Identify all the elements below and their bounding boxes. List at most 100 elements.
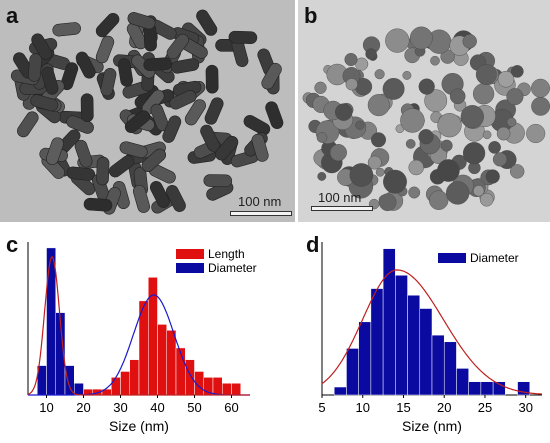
nanoparticle: [479, 192, 494, 207]
nanoparticle: [496, 126, 511, 141]
nanorod: [17, 111, 39, 138]
x-tick-label: 25: [478, 400, 492, 415]
x-tick-label: 10: [39, 400, 53, 415]
nanorod: [228, 30, 258, 44]
nanoparticle: [316, 132, 328, 143]
nanorod: [52, 22, 81, 37]
x-axis-label: Size (nm): [109, 418, 169, 434]
panel-label-a: a: [6, 3, 19, 28]
histogram-bar: [443, 341, 457, 396]
x-tick-label: 30: [518, 400, 532, 415]
nanoparticle: [509, 164, 525, 179]
nanorod: [75, 51, 96, 79]
histogram-bar: [231, 382, 241, 396]
histogram-bar: [74, 382, 84, 396]
nanoparticle: [437, 159, 460, 182]
nanoparticle: [383, 169, 407, 194]
nanorods-micrograph: [10, 9, 284, 215]
nanoparticle: [460, 105, 484, 129]
nanoparticle: [355, 120, 365, 130]
nanorod: [265, 101, 284, 130]
nanorod: [28, 53, 42, 82]
nanorod: [127, 12, 156, 30]
nanoparticle: [367, 94, 390, 117]
nanoparticle: [378, 193, 397, 211]
scale-label-b: 100 nm: [318, 190, 362, 205]
nanorod: [200, 124, 220, 152]
nanoparticle: [449, 88, 466, 105]
histogram-bar: [46, 247, 56, 396]
nanoparticle: [440, 139, 453, 152]
tem-image-a: [0, 0, 295, 222]
legend-label: Length: [208, 247, 245, 261]
nanoparticle: [492, 152, 508, 167]
legend-label: Diameter: [208, 261, 257, 275]
nanorod: [165, 185, 186, 212]
nanoparticle: [482, 130, 492, 140]
nanoparticle: [473, 83, 495, 105]
histogram-bar: [185, 359, 195, 396]
histogram-bar: [456, 368, 469, 396]
nanorod: [149, 181, 170, 208]
nanorod: [31, 33, 53, 60]
nanorod: [251, 133, 269, 162]
histogram-bar: [333, 386, 347, 396]
nanoparticle: [531, 78, 550, 98]
nanorod: [170, 58, 200, 74]
nanoparticle: [409, 26, 433, 50]
nanoparticle: [370, 132, 386, 148]
nanoparticle: [418, 78, 435, 95]
histogram-bar: [395, 275, 408, 396]
histogram-bar: [64, 365, 75, 396]
x-tick-label: 30: [113, 400, 127, 415]
histogram-bar: [370, 288, 384, 396]
nanorod: [204, 97, 224, 125]
nanorod: [162, 115, 182, 143]
nanorod: [166, 33, 189, 60]
tem-image-b: [298, 0, 550, 222]
nanoparticle: [400, 108, 425, 133]
histogram-bar: [111, 377, 121, 396]
nanoparticle: [335, 103, 353, 121]
nanoparticle: [473, 185, 485, 197]
nanorod: [95, 12, 120, 38]
fit-curve: [321, 269, 543, 395]
histogram-bar: [431, 334, 445, 396]
nanorod: [108, 155, 135, 178]
panel-label-c: c: [6, 232, 19, 257]
nanorod: [30, 94, 59, 112]
nanorod: [60, 62, 79, 91]
panel-label-b: b: [304, 3, 318, 28]
histogram-bar: [407, 294, 421, 396]
histogram-bar: [212, 377, 223, 396]
x-tick-label: 5: [318, 400, 325, 415]
x-tick-label: 40: [150, 400, 164, 415]
nanoparticle: [365, 48, 377, 60]
nanorod: [45, 137, 64, 166]
histogram-bar: [419, 308, 433, 396]
nanoparticle: [475, 64, 497, 85]
nanoparticle: [405, 139, 416, 149]
nanorod: [66, 166, 96, 181]
nanoparticle: [408, 159, 424, 176]
nanoparticle: [375, 167, 385, 177]
nanoparticle: [430, 55, 440, 66]
histogram-d: 5 10 15 20 25 30 Size (nm) Diameter: [318, 242, 543, 434]
nanoparticle: [314, 81, 327, 94]
fit-curve: [27, 256, 250, 396]
nanoparticle: [531, 96, 550, 116]
scale-label-a: 100 nm: [238, 194, 282, 209]
nanoparticle: [408, 186, 421, 199]
nanoparticle: [510, 65, 524, 78]
nanorod: [141, 148, 167, 172]
scale-bar-a: [230, 211, 292, 216]
histogram-bar: [175, 347, 186, 396]
x-axis-label: Size (nm): [402, 418, 462, 434]
nanorod: [95, 35, 115, 64]
nanorod: [196, 9, 218, 36]
nanoparticle: [526, 123, 546, 143]
histogram-bar: [120, 371, 130, 396]
nanoparticle: [428, 190, 449, 210]
histogram-bar: [346, 348, 359, 396]
nanoparticle: [488, 141, 501, 154]
